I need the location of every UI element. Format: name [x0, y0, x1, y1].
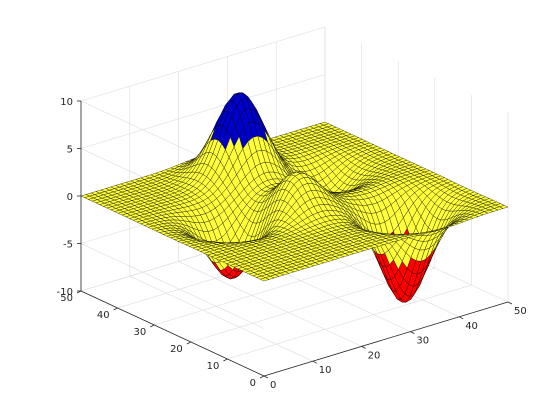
y-grid-line	[190, 78, 436, 343]
y-tick-label: 10	[207, 361, 220, 372]
y-tick-label: 20	[170, 344, 183, 355]
y-tick-mark	[259, 375, 265, 379]
z-tick-label: 5	[67, 145, 73, 156]
y-tick-label: 50	[60, 293, 73, 304]
x-tick-mark	[361, 346, 366, 349]
y-grid-line	[227, 95, 472, 360]
surface-patch	[260, 277, 270, 282]
x-tick-mark	[410, 331, 415, 334]
z-tick-label: 0	[67, 192, 73, 203]
x-axis-line	[263, 301, 509, 377]
x-tick-label: 30	[416, 336, 429, 347]
z-tick-label: -5	[63, 240, 73, 251]
z-tick-label: 10	[60, 97, 73, 108]
x-tick-label: 40	[465, 321, 478, 332]
y-tick-label: 30	[133, 327, 146, 338]
y-tick-label: 40	[97, 310, 110, 321]
x-tick-mark	[263, 375, 269, 379]
y-tick-mark	[223, 358, 228, 362]
x-tick-label: 0	[270, 380, 276, 391]
x-tick-label: 50	[514, 306, 527, 317]
x-tick-label: 20	[368, 350, 381, 361]
x-tick-mark	[459, 316, 464, 320]
x-tick-mark	[507, 301, 513, 305]
z-tick-label: -10	[57, 287, 73, 298]
x-tick-mark	[312, 360, 317, 364]
y-tick-mark	[113, 307, 118, 311]
surface-mesh	[80, 92, 509, 303]
x-tick-label: 10	[319, 365, 332, 376]
y-tick-mark	[150, 324, 155, 328]
y-tick-mark	[186, 341, 191, 345]
y-axis-line	[80, 290, 265, 377]
y-tick-label: 0	[250, 378, 256, 389]
